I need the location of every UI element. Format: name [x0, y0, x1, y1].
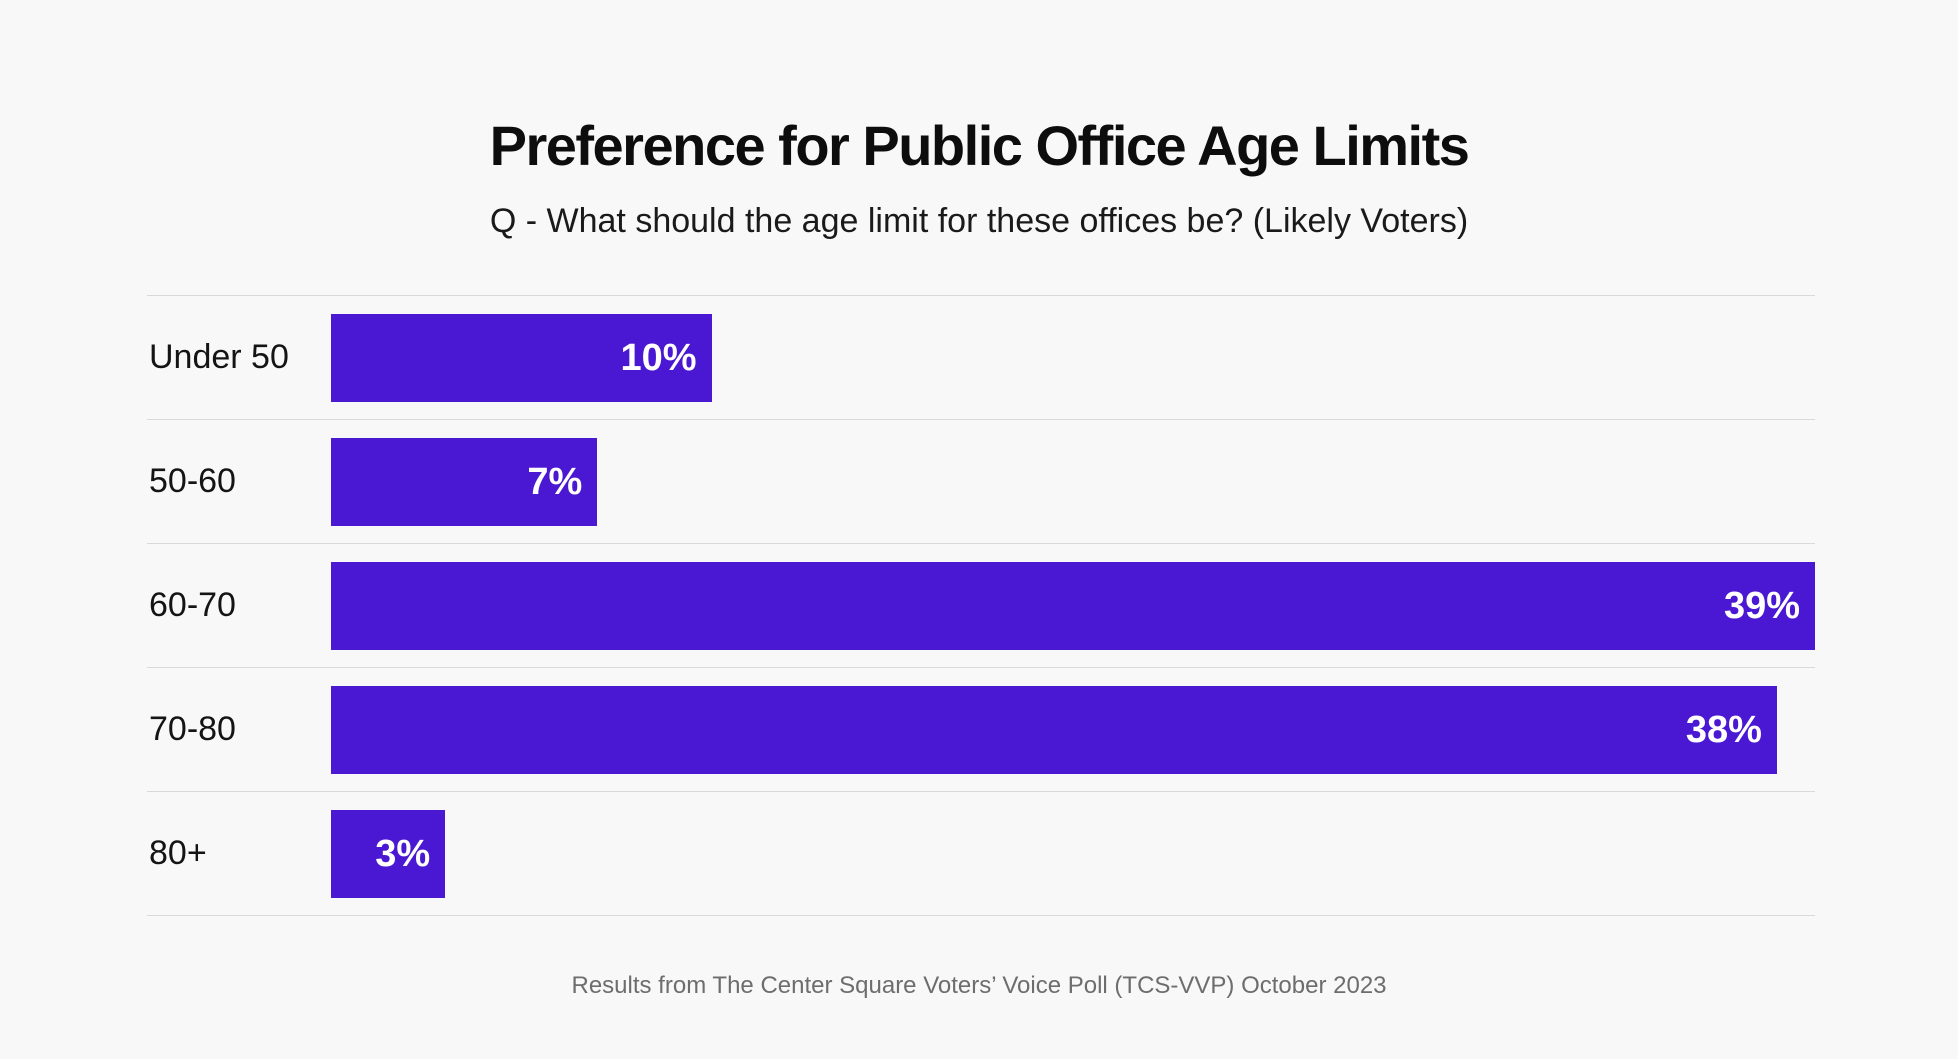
bar-value-label: 7%	[527, 460, 583, 503]
chart-title: Preference for Public Office Age Limits	[489, 114, 1470, 177]
category-label: 50-60	[149, 462, 236, 500]
bar-value-label: 3%	[375, 832, 431, 875]
category-label: 60-70	[149, 586, 236, 624]
category-label: 70-80	[149, 710, 236, 748]
chart-row: 80+ 3%	[147, 791, 1815, 915]
bar-chart: Under 50 10% 50-60 7% 60-70 39% 70-80 38% 80+ 3%	[147, 295, 1815, 916]
bar: 38%	[331, 685, 1777, 774]
category-label: 80+	[149, 834, 207, 872]
bar: 39%	[331, 561, 1815, 650]
bar-track: 39%	[331, 561, 1815, 650]
chart-row: 60-70 39%	[147, 543, 1815, 667]
category-label: Under 50	[149, 338, 289, 376]
chart-row: 70-80 38%	[147, 667, 1815, 791]
bar: 10%	[331, 313, 712, 402]
chart-subtitle: Q - What should the age limit for these …	[489, 202, 1469, 240]
chart-row: Under 50 10%	[147, 295, 1815, 419]
bar-track: 10%	[331, 313, 1815, 402]
bar-value-label: 39%	[1723, 584, 1800, 627]
bar: 7%	[331, 437, 598, 526]
source-note: Results from The Center Square Voters’ V…	[571, 972, 1387, 999]
chart-row: 50-60 7%	[147, 419, 1815, 543]
bar-value-label: 38%	[1685, 708, 1762, 751]
bar-track: 7%	[331, 437, 1815, 526]
bar-value-label: 10%	[620, 336, 697, 379]
bar-track: 3%	[331, 809, 1815, 898]
bar-track: 38%	[331, 685, 1815, 774]
bar: 3%	[331, 809, 446, 898]
